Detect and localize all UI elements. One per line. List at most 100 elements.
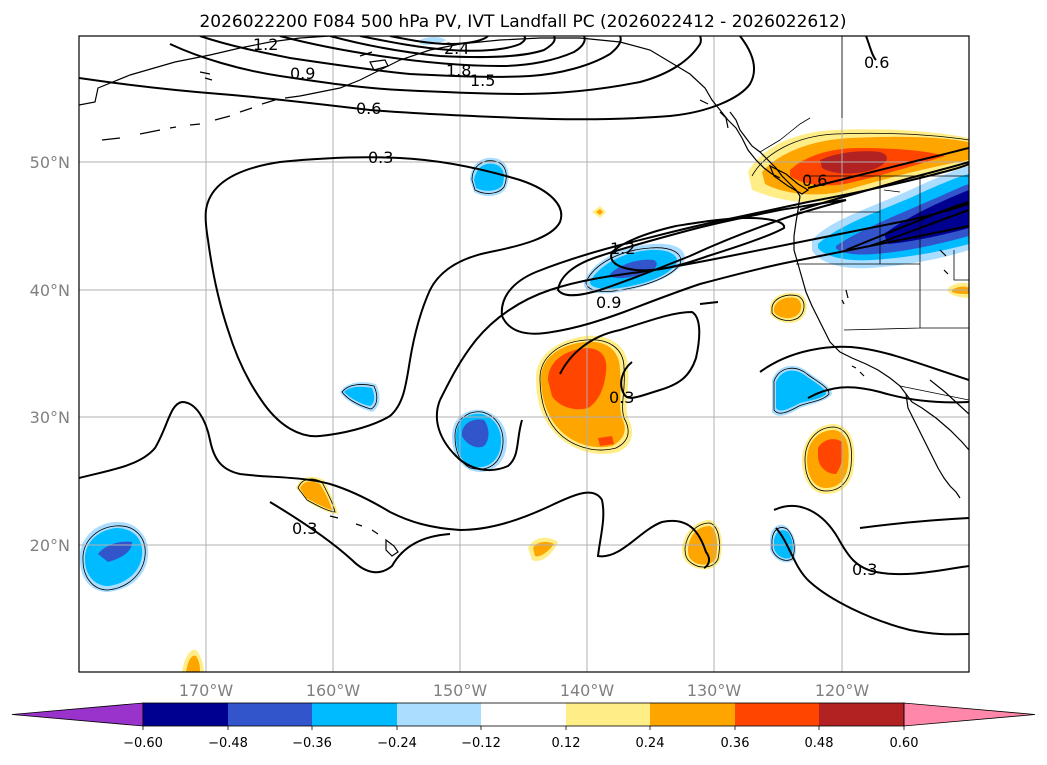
pv-contour-0.6-north [79, 36, 756, 121]
lon-label-120w: 120°W [815, 681, 870, 700]
contour-label-c15: 1.5 [470, 71, 495, 90]
pv-contour-0.6-ring-lower [501, 225, 969, 335]
shade-24n-positive-inner [300, 481, 332, 510]
lat-label-50n: 50°N [30, 153, 70, 172]
border-idaho [879, 176, 901, 264]
pv-contour-0.3-southeast-2 [775, 527, 969, 636]
pv-contour-2.4-north [389, 36, 489, 46]
shade-36n-positive-dot [598, 436, 614, 446]
pv-contour-0.3-east [759, 345, 969, 381]
lat-label-40n: 40°N [30, 281, 70, 300]
coastline-aleutians [101, 71, 301, 141]
contour-label-c03c: 0.3 [292, 519, 317, 538]
colorbar-segment-7 [735, 703, 819, 726]
coastlines [79, 36, 969, 557]
lon-label-130w: 130°W [687, 681, 742, 700]
contour-label-c06b: 0.6 [864, 53, 889, 72]
contour-label-c03d: 0.3 [852, 560, 877, 579]
contour-label-c09a: 0.9 [290, 64, 315, 83]
colorbar-segment-4 [481, 703, 566, 726]
border-us-mexico [899, 385, 969, 401]
shade-20n-east-negative-inner [774, 530, 793, 559]
contour-label-c06c: 0.6 [802, 171, 827, 190]
contour-label-c12b: 1.2 [610, 239, 635, 258]
coastline-us-west [793, 195, 913, 403]
colorbar-label-9: 0.60 [890, 736, 919, 751]
contour-label-c12a: 1.2 [253, 35, 278, 54]
coastline-hawaii [329, 515, 399, 557]
colorbar-extend-min [11, 702, 144, 727]
pv-contour-0.3-southeast [773, 505, 969, 576]
lon-label-160w: 160°W [306, 681, 361, 700]
colorbar-segment-8 [819, 703, 904, 726]
contour-label-c03a: 0.3 [368, 148, 393, 167]
pv-contour-0.3-inner-ring [559, 310, 701, 399]
pv-contour-0.3-big-ring-lower [435, 399, 523, 472]
shade-46n-positive-dot-inner [596, 209, 603, 215]
shade-32n-negative-inner [344, 386, 375, 406]
border-alaska-bc [759, 117, 811, 153]
colorbar: −0.60 −0.48 −0.36 −0.24 −0.12 0.12 0.24 … [11, 702, 1036, 751]
shade-27n-positive-inner [818, 439, 843, 474]
pv-contour-1.8-north [329, 36, 556, 59]
coastline-vancouver-island [768, 164, 810, 195]
pv-contour-0.3-south [79, 400, 711, 569]
colorbar-extend-max [903, 702, 1036, 727]
coastline-bc-coast [729, 111, 801, 197]
shading-outlines [82, 132, 969, 591]
coastline-small-islands [841, 249, 949, 377]
pv-contour-0.3-east-main [859, 517, 969, 529]
lat-label-20n: 20°N [30, 536, 70, 555]
political-borders [759, 36, 969, 401]
colorbar-label-5: 0.12 [552, 736, 581, 751]
colorbar-ticks [142, 726, 905, 730]
contour-label-c09b: 0.9 [596, 293, 621, 312]
pv-contour-0.3-east-2 [807, 386, 969, 404]
lon-label-170w: 170°W [179, 681, 234, 700]
shade-28n-negative-inner [462, 419, 489, 448]
contour-label-c03b: 0.3 [609, 388, 634, 407]
pv-contours [79, 36, 969, 636]
pv-contour-1.2 [610, 216, 786, 272]
pv-contour-east-lines-3 [845, 201, 969, 251]
shade-pnw-negative-inner [836, 184, 969, 255]
contour-labels: 1.2 2.4 1.8 1.5 0.9 0.6 0.6 0.3 1.2 0.9 … [253, 35, 889, 579]
pv-contour-east-lines-4 [869, 209, 969, 247]
colorbar-label-1: −0.48 [208, 736, 248, 751]
coastline-baja [905, 393, 969, 499]
longitude-labels: 170°W 160°W 150°W 140°W 130°W 120°W [179, 681, 870, 700]
colorbar-label-3: −0.24 [377, 736, 417, 751]
pv-contour-0.3-large-west [204, 156, 563, 438]
shade-31n-negative-inner [776, 370, 826, 411]
colorbar-frame [142, 702, 905, 727]
map-panel: 1.2 2.4 1.8 1.5 0.9 0.6 0.6 0.3 1.2 0.9 … [78, 35, 970, 673]
pv-contour-east-lines-2 [799, 161, 969, 211]
coastline-alaska-peninsula [79, 36, 331, 106]
shade-20n-negative-inner [98, 541, 132, 562]
graticule [79, 36, 969, 672]
pv-contour-1.5-north [279, 36, 586, 68]
figure-title: 2026022200 F084 500 hPa PV, IVT Landfall… [199, 12, 846, 32]
contour-label-c06a: 0.6 [356, 99, 381, 118]
contour-label-c24: 2.4 [444, 39, 469, 58]
colorbar-segment-2 [312, 703, 397, 726]
colorbar-label-0: −0.60 [123, 736, 163, 751]
colorbar-segment-0 [143, 703, 228, 726]
colorbar-label-8: 0.48 [805, 736, 834, 751]
map-content: 1.2 2.4 1.8 1.5 0.9 0.6 0.6 0.3 1.2 0.9 … [79, 35, 969, 672]
shade-36n-positive-inner [548, 348, 607, 410]
contour-label-c18: 1.8 [446, 61, 471, 80]
latitude-labels: 50°N 40°N 30°N 20°N [30, 153, 70, 555]
shade-38n-positive-inner [774, 297, 802, 319]
lat-label-30n: 30°N [30, 408, 70, 427]
shade-20n-144w-positive-inner [533, 541, 554, 557]
colorbar-label-7: 0.36 [721, 736, 750, 751]
colorbar-segment-6 [650, 703, 735, 726]
map-frame [78, 35, 970, 673]
pv-contour-2.1-north [359, 36, 527, 52]
pv-contour-1.2-north [199, 36, 622, 78]
colorbar-segment-5 [566, 703, 650, 726]
lon-label-150w: 150°W [433, 681, 488, 700]
coastline-gulf-of-alaska [299, 37, 781, 179]
pv-contour-0.3-south-2 [269, 501, 451, 574]
